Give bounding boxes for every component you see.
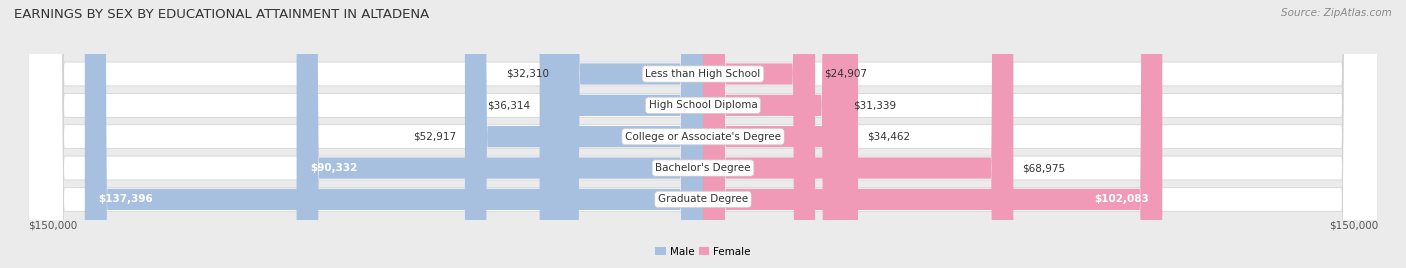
Text: $90,332: $90,332 xyxy=(311,163,357,173)
Legend: Male, Female: Male, Female xyxy=(651,243,755,261)
FancyBboxPatch shape xyxy=(28,0,1378,268)
FancyBboxPatch shape xyxy=(297,0,703,268)
Text: $137,396: $137,396 xyxy=(98,194,153,204)
Text: $150,000: $150,000 xyxy=(1329,221,1378,231)
FancyBboxPatch shape xyxy=(28,0,1378,268)
Text: $150,000: $150,000 xyxy=(28,221,77,231)
Text: High School Diploma: High School Diploma xyxy=(648,100,758,110)
Text: $32,310: $32,310 xyxy=(506,69,548,79)
FancyBboxPatch shape xyxy=(703,0,1163,268)
Text: Source: ZipAtlas.com: Source: ZipAtlas.com xyxy=(1281,8,1392,18)
Text: $31,339: $31,339 xyxy=(853,100,896,110)
FancyBboxPatch shape xyxy=(703,0,815,268)
Text: $34,462: $34,462 xyxy=(868,132,910,142)
FancyBboxPatch shape xyxy=(28,0,1378,268)
Text: $36,314: $36,314 xyxy=(488,100,530,110)
FancyBboxPatch shape xyxy=(558,0,703,268)
Text: $102,083: $102,083 xyxy=(1094,194,1149,204)
FancyBboxPatch shape xyxy=(703,0,844,268)
Text: Bachelor's Degree: Bachelor's Degree xyxy=(655,163,751,173)
Text: $52,917: $52,917 xyxy=(413,132,456,142)
Text: $24,907: $24,907 xyxy=(824,69,868,79)
FancyBboxPatch shape xyxy=(28,0,1378,268)
FancyBboxPatch shape xyxy=(540,0,703,268)
Text: $68,975: $68,975 xyxy=(1022,163,1066,173)
FancyBboxPatch shape xyxy=(84,0,703,268)
Text: College or Associate's Degree: College or Associate's Degree xyxy=(626,132,780,142)
FancyBboxPatch shape xyxy=(703,0,1014,268)
FancyBboxPatch shape xyxy=(465,0,703,268)
FancyBboxPatch shape xyxy=(703,0,858,268)
Text: Graduate Degree: Graduate Degree xyxy=(658,194,748,204)
FancyBboxPatch shape xyxy=(28,0,1378,268)
Text: EARNINGS BY SEX BY EDUCATIONAL ATTAINMENT IN ALTADENA: EARNINGS BY SEX BY EDUCATIONAL ATTAINMEN… xyxy=(14,8,429,21)
Text: Less than High School: Less than High School xyxy=(645,69,761,79)
